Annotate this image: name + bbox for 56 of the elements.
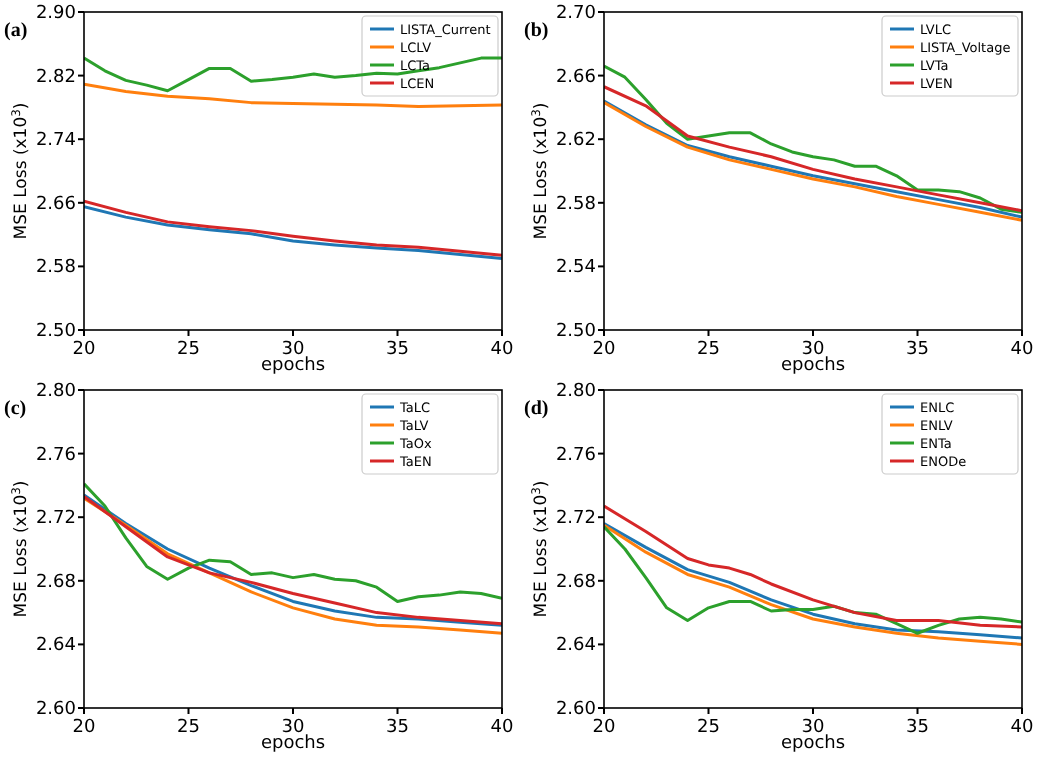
- text: (d): [524, 398, 549, 420]
- x-tick-label: 20: [592, 718, 616, 738]
- y-tick-label: 2.50: [35, 322, 77, 342]
- text: (b): [524, 20, 549, 42]
- y-tick-label: 2.64: [35, 636, 77, 657]
- y-tick-label: 2.74: [35, 131, 77, 152]
- line-series: [604, 504, 1022, 629]
- x-tick-label: 25: [697, 718, 720, 738]
- text: (c): [4, 398, 27, 420]
- x-axis-title: epochs: [780, 734, 846, 754]
- x-tick-label: 25: [177, 340, 200, 360]
- y-tick-label: 2.58: [35, 258, 77, 279]
- y-tick-label: 2.60: [555, 700, 597, 720]
- x-tick-label: 20: [72, 718, 96, 738]
- y-tick-label: 2.90: [35, 4, 77, 24]
- x-tick-label: 40: [490, 340, 514, 360]
- line-series: [84, 482, 502, 603]
- y-tick-label: 2.68: [555, 572, 597, 593]
- x-tick-label: 35: [386, 718, 409, 738]
- y-tick-label: 2.76: [555, 445, 597, 466]
- x-tick-label: 30: [801, 340, 825, 360]
- x-tick-label: 20: [592, 340, 616, 360]
- x-tick-label: 30: [281, 340, 305, 360]
- x-axis-title: epochs: [780, 356, 846, 376]
- x-tick-label: 40: [1010, 340, 1034, 360]
- y-tick-label: 2.66: [555, 67, 597, 88]
- x-tick-label: 25: [697, 340, 720, 360]
- text: (a): [4, 20, 28, 42]
- y-tick-label: 2.80: [35, 382, 77, 402]
- y-tick-label: 2.70: [555, 4, 597, 24]
- x-axis-title: epochs: [260, 734, 326, 754]
- y-tick-label: 2.58: [555, 194, 597, 215]
- x-axis-title: epochs: [260, 356, 326, 376]
- x-tick-label: 30: [801, 718, 825, 738]
- x-tick-label: 30: [281, 718, 305, 738]
- y-tick-label: 2.66: [35, 194, 77, 215]
- y-tick-label: 2.50: [555, 322, 597, 342]
- x-tick-label: 25: [177, 718, 200, 738]
- y-tick-label: 2.72: [35, 509, 76, 530]
- x-tick-label: 35: [906, 340, 929, 360]
- y-tick-label: 2.60: [35, 700, 77, 720]
- y-tick-label: 2.72: [555, 509, 596, 530]
- y-tick-label: 2.62: [555, 131, 596, 152]
- y-tick-label: 2.82: [35, 67, 76, 88]
- y-tick-label: 2.64: [555, 636, 597, 657]
- x-tick-label: 35: [906, 718, 929, 738]
- line-series: [84, 82, 502, 109]
- x-tick-label: 40: [490, 718, 514, 738]
- x-tick-label: 20: [72, 340, 96, 360]
- y-tick-label: 2.80: [555, 382, 597, 402]
- x-tick-label: 40: [1010, 718, 1034, 738]
- y-tick-label: 2.68: [35, 572, 77, 593]
- x-tick-label: 35: [386, 340, 409, 360]
- line-series: [84, 56, 502, 93]
- y-tick-label: 2.54: [555, 258, 597, 279]
- y-tick-label: 2.76: [35, 445, 77, 466]
